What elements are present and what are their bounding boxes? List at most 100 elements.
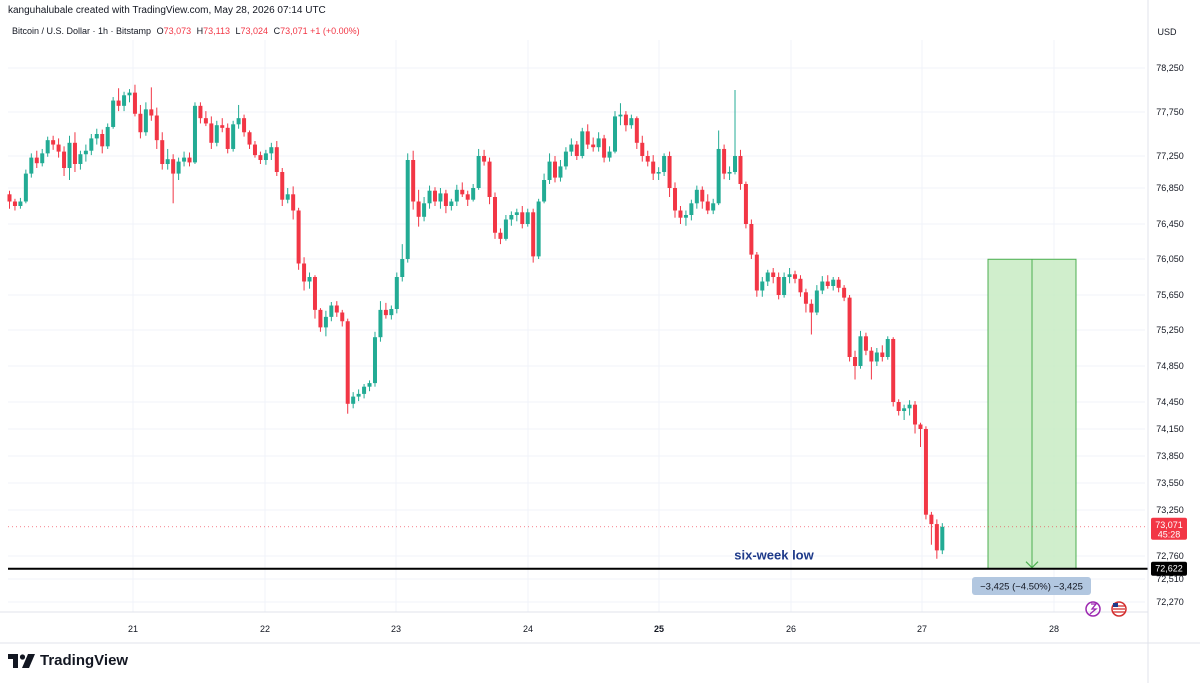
candle (362, 384, 367, 399)
candle (771, 268, 776, 284)
candle (285, 188, 290, 204)
candle (280, 168, 285, 206)
candle-body (918, 424, 923, 429)
price-range-measure[interactable]: −3,425 (−4.50%) −3,425 (972, 258, 1091, 595)
candle-body (302, 263, 307, 282)
candle (498, 228, 503, 245)
y-tick-label: 75,650 (1156, 290, 1184, 300)
candle (45, 136, 50, 157)
candle-body (863, 336, 868, 351)
candle-body (94, 134, 99, 139)
candle (214, 120, 219, 147)
candle (853, 350, 858, 380)
candle-body (782, 277, 787, 295)
candle-body (329, 305, 334, 317)
candle (836, 277, 841, 293)
candle-body (482, 156, 487, 162)
candle-body (574, 144, 579, 156)
candle (814, 285, 819, 316)
candle (182, 151, 187, 167)
candle (296, 207, 301, 270)
candle (269, 142, 274, 160)
candle-body (405, 160, 410, 259)
tradingview-brand: TradingView (40, 652, 129, 669)
candle-body (623, 114, 628, 126)
open-value: 73,073 (163, 26, 192, 36)
candle (263, 149, 268, 165)
candle (389, 305, 394, 320)
candle (209, 116, 214, 149)
candle (569, 138, 574, 156)
candle (574, 141, 579, 160)
candle (427, 185, 432, 209)
candle-body (547, 161, 552, 180)
support-price-badge (1151, 561, 1187, 576)
candle-body (182, 157, 187, 162)
candle (940, 523, 945, 555)
candle (176, 157, 181, 180)
candle (56, 138, 61, 158)
candle-body (296, 210, 301, 264)
candle (83, 144, 88, 162)
six-week-low-annotation: six-week low (734, 548, 814, 563)
candle (553, 156, 557, 183)
candle-body (67, 142, 72, 168)
candle-body (689, 203, 694, 215)
candle-body (291, 194, 296, 211)
candle (629, 114, 634, 129)
candle (89, 134, 94, 156)
candle (918, 422, 923, 447)
candle-body (793, 274, 798, 279)
candle (72, 132, 77, 172)
candle-body (72, 142, 77, 164)
candle (138, 104, 143, 139)
candle (12, 198, 17, 211)
symbol-name[interactable]: Bitcoin / U.S. Dollar · 1h · Bitstamp (12, 26, 152, 36)
candle (247, 130, 252, 149)
candle-body (274, 147, 279, 172)
candle-body (749, 224, 754, 255)
candle-body (127, 92, 132, 96)
candle-body (896, 402, 901, 411)
candle-body (269, 147, 274, 154)
candle-body (820, 281, 825, 291)
candle (929, 511, 934, 545)
candle-body (934, 524, 939, 551)
candle (820, 276, 825, 295)
candle-body (116, 100, 121, 106)
candle-body (705, 201, 710, 211)
candle-body (754, 254, 759, 291)
candle-body (154, 115, 159, 141)
candle-body (100, 134, 105, 147)
candle-body (236, 118, 241, 125)
y-tick-label: 72,510 (1156, 574, 1184, 584)
candle-body (651, 161, 656, 174)
candle (105, 123, 110, 149)
candle (585, 124, 590, 149)
candle-body (422, 203, 427, 217)
y-tick-label: 74,850 (1156, 361, 1184, 371)
candle-body (814, 290, 819, 313)
high-value: 73,113 (203, 26, 230, 36)
candle (236, 104, 241, 129)
candle-body (596, 138, 601, 148)
candle (192, 102, 197, 164)
candle (291, 186, 296, 220)
candle-body (509, 215, 514, 220)
candle (694, 185, 699, 209)
candle (394, 272, 399, 314)
candle-body (171, 159, 176, 174)
candle-body (83, 150, 88, 155)
candle (514, 208, 519, 222)
candle (449, 198, 454, 211)
candle-body (427, 190, 432, 204)
candle-body (880, 352, 885, 357)
candle-body (602, 138, 607, 158)
chart-creator-line: kanguhalubale created with TradingView.c… (8, 5, 326, 16)
candle-body (569, 144, 574, 152)
tradingview-logo[interactable]: TradingView (8, 652, 128, 669)
support-price-value: 72,622 (1155, 564, 1183, 574)
candle (885, 336, 890, 360)
candle (673, 182, 678, 218)
